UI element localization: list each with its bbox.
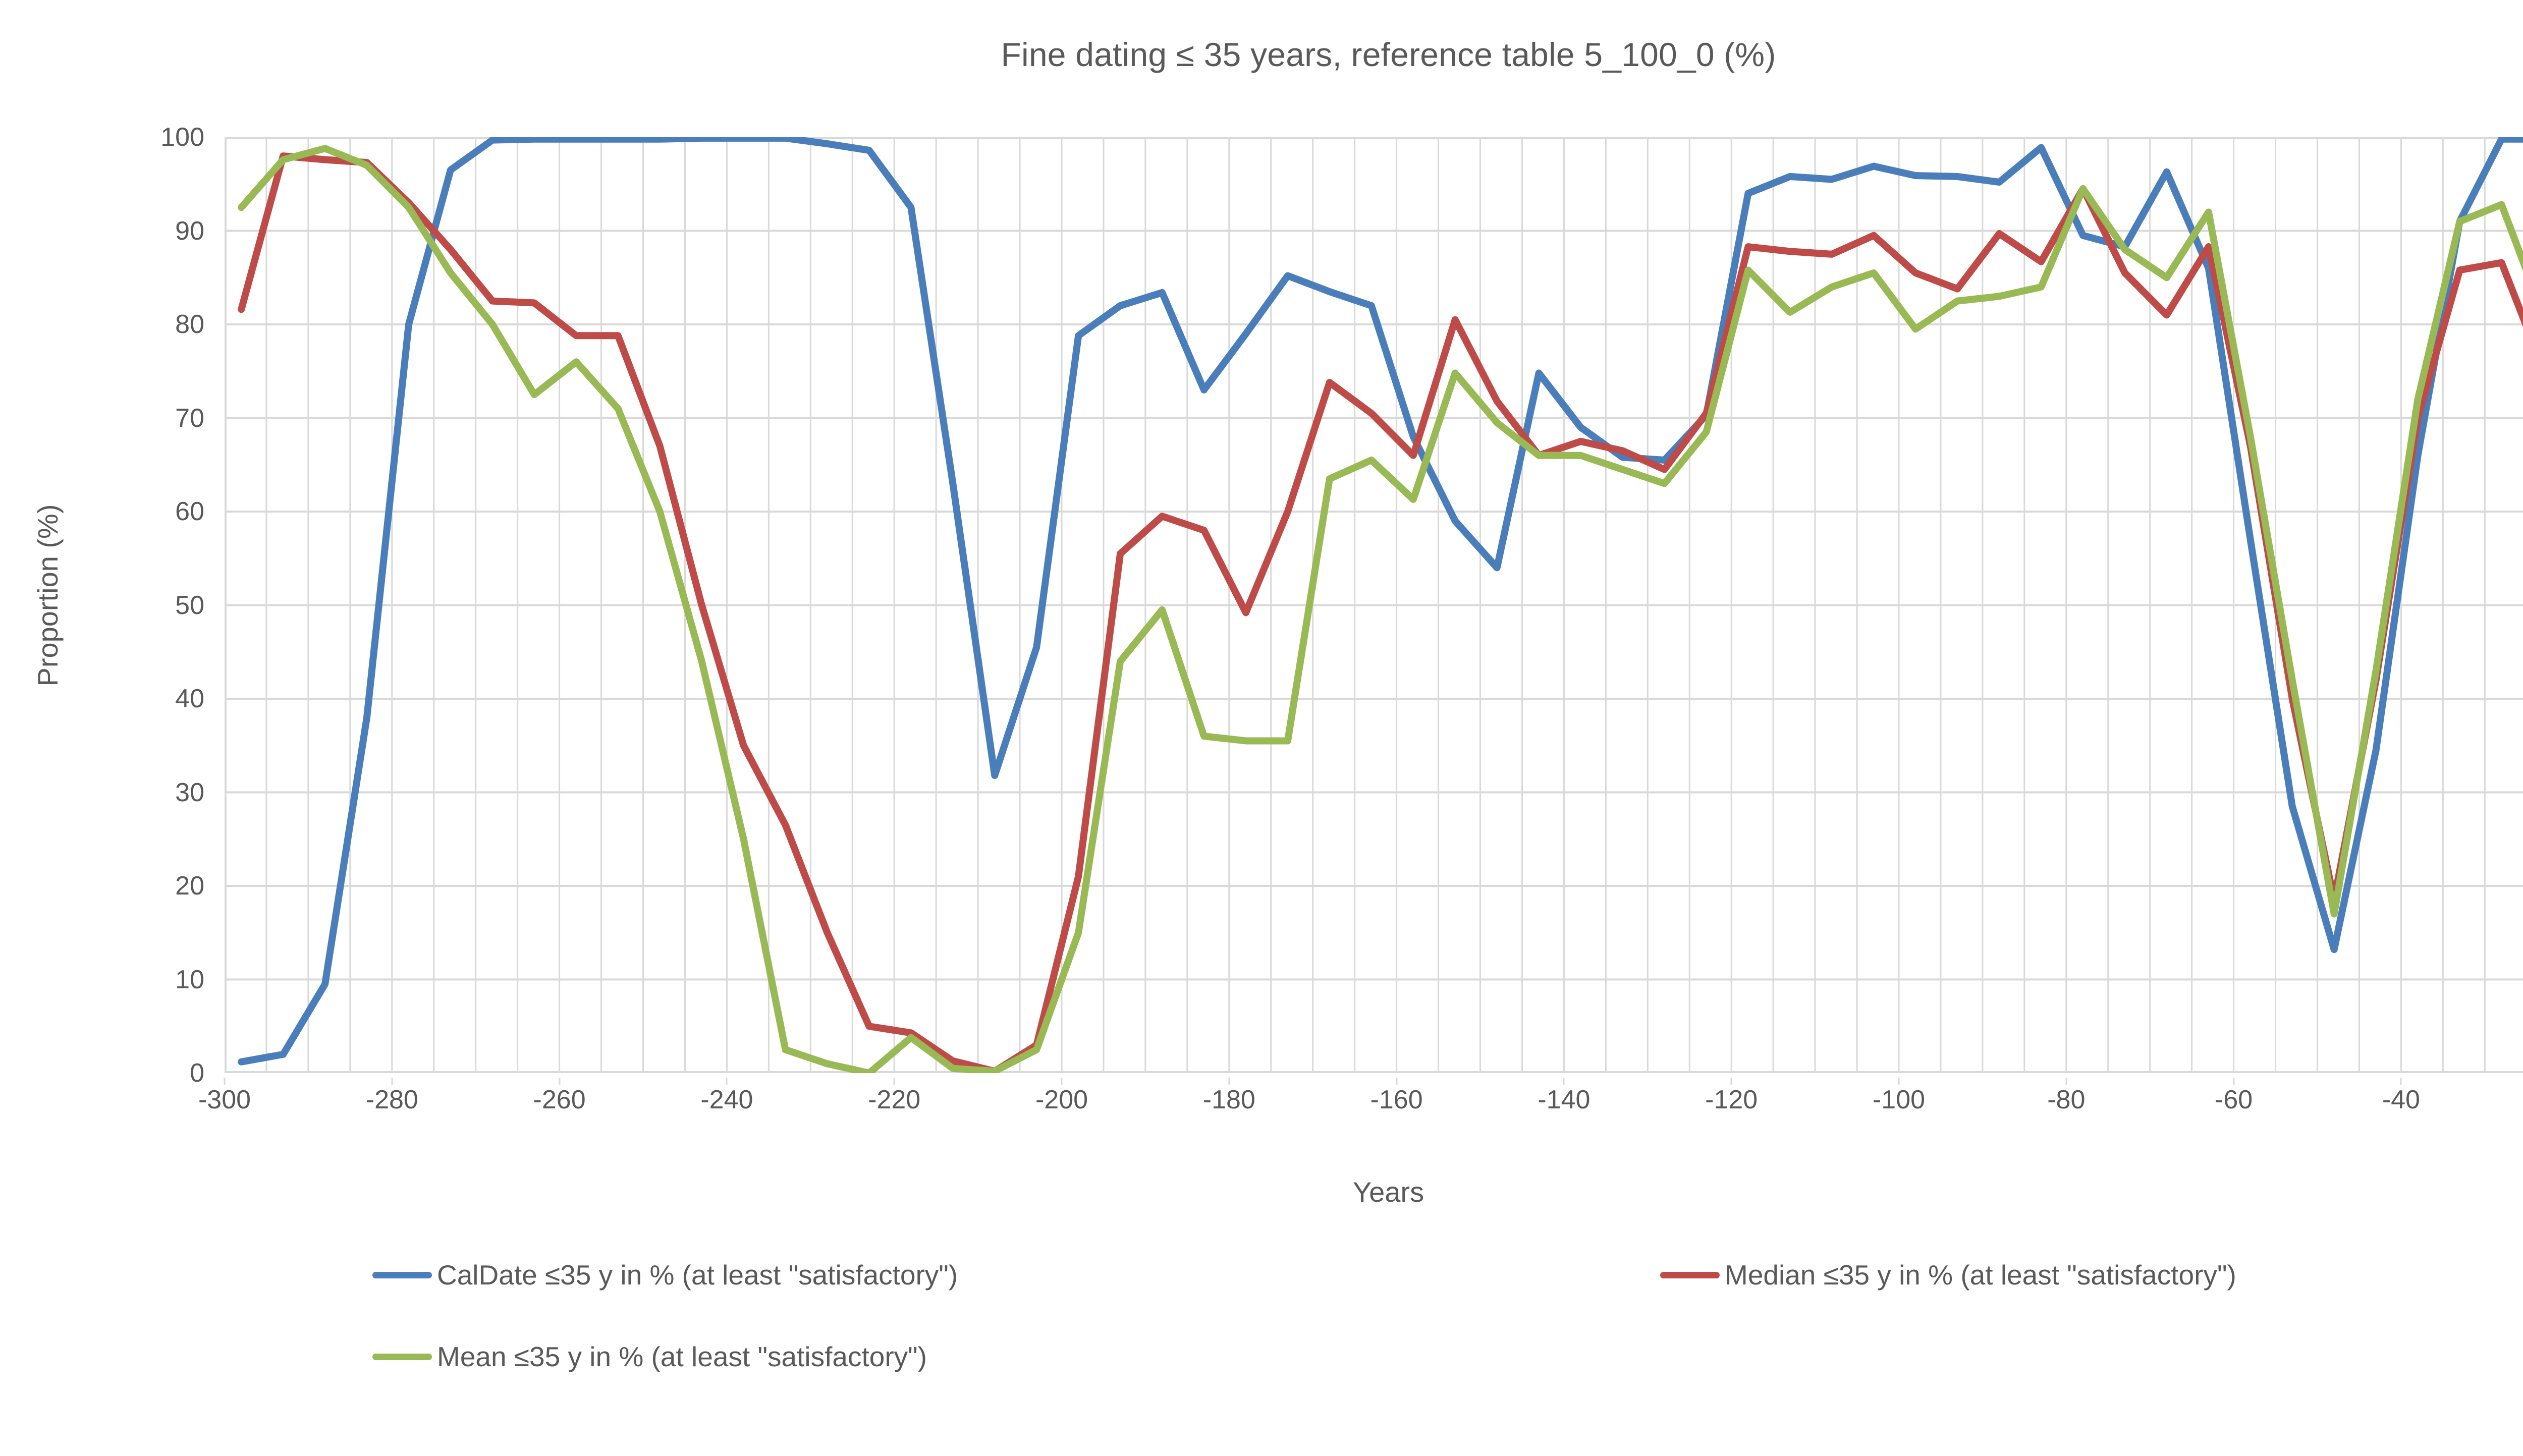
x-tick-label: -280 — [365, 1085, 418, 1114]
y-tick-label: 60 — [175, 497, 204, 526]
x-tick-label: -100 — [1872, 1085, 1926, 1114]
plot-area — [225, 137, 2523, 1073]
x-tick-mark — [1730, 1078, 1732, 1085]
y-tick-label: 90 — [175, 216, 204, 246]
x-tick-mark — [1563, 1078, 1565, 1085]
legend-swatch-caldate — [372, 1272, 432, 1278]
x-tick-mark — [1061, 1078, 1063, 1085]
series-line-0 — [238, 137, 2523, 1066]
y-tick-label: 80 — [175, 310, 204, 339]
plot-svg — [225, 137, 2523, 1073]
x-tick-label: -120 — [1705, 1085, 1758, 1114]
x-tick-label: -40 — [2382, 1085, 2420, 1114]
legend-label-mean: Mean ≤35 y in % (at least "satisfactory"… — [437, 1341, 927, 1372]
series-line-2 — [238, 145, 2523, 1073]
x-tick-mark — [224, 1078, 226, 1085]
legend-item-caldate[interactable]: CalDate ≤35 y in % (at least "satisfacto… — [372, 1261, 958, 1289]
legend-swatch-mean — [372, 1354, 432, 1360]
x-tick-label: -140 — [1538, 1085, 1590, 1114]
y-tick-label: 70 — [175, 403, 204, 433]
x-tick-mark — [2233, 1078, 2235, 1085]
y-axis-tick-labels: 0 10 20 30 40 50 60 70 80 90 100 — [53, 123, 204, 1088]
series-line-1 — [238, 152, 2523, 1073]
legend-item-mean[interactable]: Mean ≤35 y in % (at least "satisfactory"… — [372, 1343, 927, 1371]
legend-label-caldate: CalDate ≤35 y in % (at least "satisfacto… — [437, 1259, 958, 1291]
x-tick-label: -240 — [700, 1085, 753, 1114]
x-tick-mark — [893, 1078, 895, 1085]
plot-border — [225, 137, 2523, 1073]
x-tick-label: -60 — [2215, 1085, 2253, 1114]
y-tick-label: 30 — [175, 777, 204, 807]
y-tick-label: 20 — [175, 871, 204, 901]
horizontal-gridlines — [225, 137, 2523, 1073]
x-tick-label: -200 — [1035, 1085, 1088, 1114]
x-tick-mark — [726, 1078, 728, 1085]
x-tick-label: -260 — [533, 1085, 586, 1114]
legend-swatch-median — [1660, 1272, 1720, 1278]
x-tick-label: -300 — [198, 1085, 251, 1114]
y-tick-label: 50 — [175, 590, 204, 620]
x-tick-label: -160 — [1370, 1085, 1423, 1114]
legend-label-median: Median ≤35 y in % (at least "satisfactor… — [1725, 1259, 2236, 1291]
chart-legend: CalDate ≤35 y in % (at least "satisfacto… — [0, 1251, 2523, 1418]
x-tick-mark — [559, 1078, 561, 1085]
y-tick-label: 40 — [175, 684, 204, 713]
x-tick-mark — [2065, 1078, 2067, 1085]
x-tick-mark — [1228, 1078, 1230, 1085]
legend-item-median[interactable]: Median ≤35 y in % (at least "satisfactor… — [1660, 1261, 2236, 1289]
x-tick-mark — [2400, 1078, 2402, 1085]
x-tick-mark — [391, 1078, 393, 1085]
x-tick-label: -80 — [2047, 1085, 2086, 1114]
x-tick-mark — [1898, 1078, 1900, 1085]
x-axis-title: Years — [1352, 1176, 1424, 1208]
chart-title: Fine dating ≤ 35 years, reference table … — [1001, 36, 1776, 73]
x-tick-label: -220 — [868, 1085, 921, 1114]
y-tick-label: 100 — [160, 123, 204, 152]
x-tick-label: -180 — [1202, 1085, 1255, 1114]
data-series-layer — [238, 137, 2523, 1073]
x-tick-mark — [1396, 1078, 1398, 1085]
y-tick-label: 0 — [190, 1058, 204, 1088]
y-tick-label: 10 — [175, 965, 204, 994]
x-axis-tick-labels: -300 -280 -260 -240 -220 -200 -180 -160 -140 -120… — [198, 1078, 2523, 1130]
